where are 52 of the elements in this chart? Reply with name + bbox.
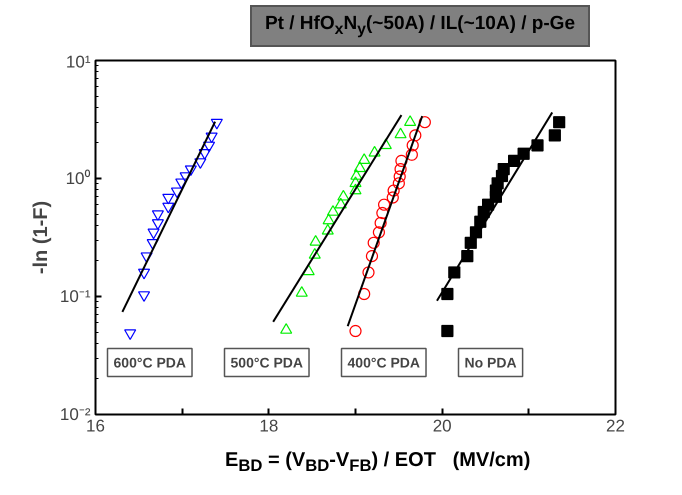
y-tick-label: 10¹	[66, 52, 91, 72]
point	[388, 184, 400, 197]
point	[441, 324, 454, 338]
point	[392, 177, 405, 190]
point	[322, 224, 334, 235]
point	[349, 324, 362, 338]
point	[394, 128, 407, 138]
point	[406, 139, 419, 152]
point	[404, 115, 416, 126]
x-axis-title: E$_{BD}$ = (V$_{BD}$-V$_{FB}$) / EOT (MV/cm)	[225, 449, 530, 476]
point	[350, 169, 362, 180]
point	[406, 148, 418, 161]
annotation: 400°C PDA	[348, 354, 420, 370]
annotation: No PDA	[464, 354, 517, 370]
point	[334, 198, 347, 208]
point	[386, 191, 399, 204]
annotation: 500°C PDA	[230, 354, 304, 370]
point	[326, 205, 340, 216]
y-axis-title: -ln (1-F)	[30, 200, 52, 274]
point	[349, 184, 362, 194]
point	[124, 329, 136, 340]
x-tick-label: 18	[259, 416, 278, 436]
x-tick-label: 20	[432, 416, 452, 436]
point	[337, 190, 350, 201]
x-tick-label: 16	[86, 416, 105, 436]
point	[366, 250, 378, 262]
point	[138, 291, 150, 302]
point	[322, 214, 335, 224]
point	[302, 264, 315, 276]
point	[418, 116, 431, 128]
point	[372, 226, 385, 238]
point	[394, 170, 406, 183]
point	[349, 176, 362, 188]
y-tick-label: 10⁻¹	[60, 287, 91, 306]
point	[548, 129, 561, 142]
point	[358, 153, 370, 164]
point	[354, 161, 366, 172]
point	[378, 198, 390, 211]
point	[374, 216, 387, 230]
y-tick-label: 10⁰	[66, 169, 91, 188]
point	[394, 163, 407, 176]
point	[395, 154, 408, 167]
point	[368, 146, 381, 157]
point	[358, 288, 370, 300]
point	[409, 129, 422, 142]
point	[368, 236, 380, 249]
point	[362, 266, 375, 279]
point	[380, 138, 392, 150]
annotation: 600°C PDA	[114, 354, 186, 370]
x-tick-label: 22	[606, 416, 625, 436]
point	[553, 116, 566, 128]
chart-title: Pt / HfO$_{x}$N$_{y}$(~50A) / IL(~10A) / p-Ge	[250, 5, 590, 47]
